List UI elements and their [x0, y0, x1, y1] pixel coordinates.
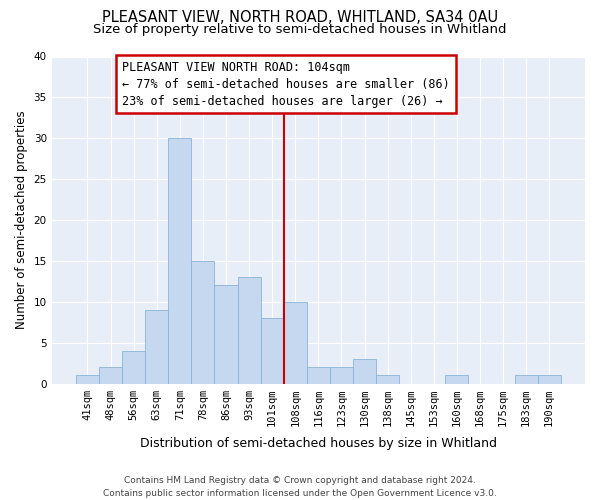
- Bar: [307, 367, 330, 384]
- Bar: [515, 376, 538, 384]
- Bar: [214, 286, 238, 384]
- Bar: [168, 138, 191, 384]
- Bar: [76, 376, 99, 384]
- Bar: [376, 376, 399, 384]
- Y-axis label: Number of semi-detached properties: Number of semi-detached properties: [15, 110, 28, 330]
- Bar: [122, 351, 145, 384]
- Bar: [284, 302, 307, 384]
- Text: PLEASANT VIEW NORTH ROAD: 104sqm
← 77% of semi-detached houses are smaller (86)
: PLEASANT VIEW NORTH ROAD: 104sqm ← 77% o…: [122, 60, 450, 108]
- Bar: [260, 318, 284, 384]
- Bar: [238, 277, 260, 384]
- X-axis label: Distribution of semi-detached houses by size in Whitland: Distribution of semi-detached houses by …: [140, 437, 497, 450]
- Bar: [445, 376, 469, 384]
- Bar: [99, 367, 122, 384]
- Text: PLEASANT VIEW, NORTH ROAD, WHITLAND, SA34 0AU: PLEASANT VIEW, NORTH ROAD, WHITLAND, SA3…: [102, 10, 498, 25]
- Bar: [145, 310, 168, 384]
- Bar: [330, 367, 353, 384]
- Text: Size of property relative to semi-detached houses in Whitland: Size of property relative to semi-detach…: [93, 22, 507, 36]
- Bar: [353, 359, 376, 384]
- Text: Contains HM Land Registry data © Crown copyright and database right 2024.
Contai: Contains HM Land Registry data © Crown c…: [103, 476, 497, 498]
- Bar: [191, 261, 214, 384]
- Bar: [538, 376, 561, 384]
